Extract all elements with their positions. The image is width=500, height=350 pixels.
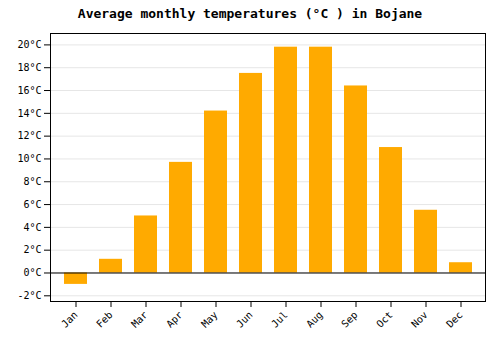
svg-text:Oct: Oct	[374, 309, 395, 330]
svg-text:Dec: Dec	[444, 309, 465, 330]
svg-text:4°C: 4°C	[23, 222, 41, 233]
svg-text:8°C: 8°C	[23, 176, 41, 187]
svg-text:12°C: 12°C	[17, 130, 41, 141]
svg-text:Aug: Aug	[304, 309, 325, 330]
svg-text:Apr: Apr	[164, 309, 185, 330]
svg-text:Feb: Feb	[94, 309, 115, 330]
svg-text:18°C: 18°C	[17, 62, 41, 73]
svg-text:Mar: Mar	[129, 309, 150, 330]
svg-text:Nov: Nov	[409, 309, 430, 330]
svg-text:-2°C: -2°C	[17, 290, 41, 301]
svg-text:Jun: Jun	[234, 309, 255, 330]
svg-text:May: May	[199, 309, 220, 330]
svg-text:16°C: 16°C	[17, 85, 41, 96]
svg-text:14°C: 14°C	[17, 108, 41, 119]
svg-text:6°C: 6°C	[23, 199, 41, 210]
svg-text:2°C: 2°C	[23, 244, 41, 255]
svg-text:20°C: 20°C	[17, 39, 41, 50]
svg-text:Sep: Sep	[339, 309, 360, 330]
svg-text:Jul: Jul	[269, 309, 290, 330]
svg-text:Jan: Jan	[59, 309, 80, 330]
svg-text:0°C: 0°C	[23, 267, 41, 278]
svg-text:10°C: 10°C	[17, 153, 41, 164]
html-text:Average monthly temperatures (: Average monthly temperatures (°C ) in Bo…	[77, 6, 423, 21]
